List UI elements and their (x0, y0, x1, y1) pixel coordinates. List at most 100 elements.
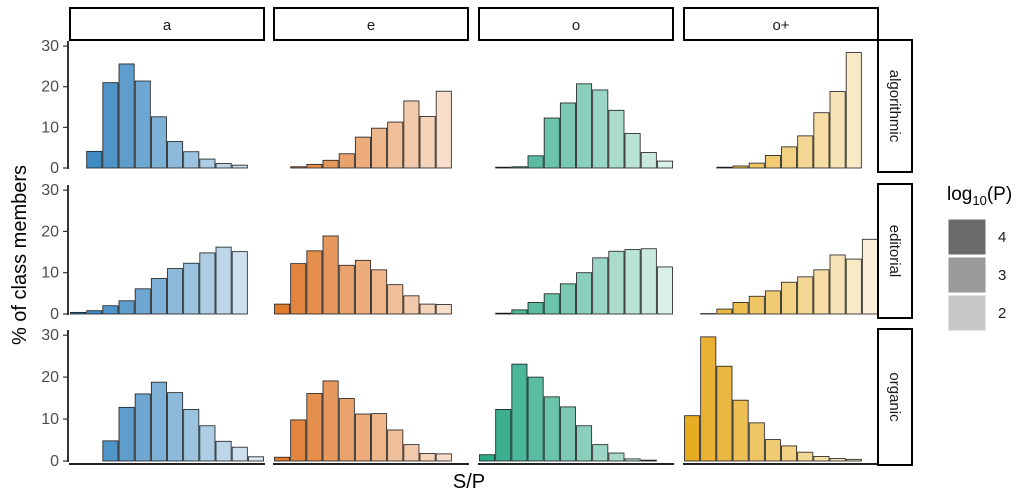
bar-editorial-a-11 (231, 251, 248, 315)
bar-algorithmic-o+-5 (748, 162, 765, 169)
strip-label: e (367, 17, 375, 34)
panel-organic-e (274, 380, 452, 462)
bar-editorial-e-3 (306, 250, 323, 315)
bar-organic-a-4 (118, 406, 135, 462)
bar-algorithmic-o-9 (608, 109, 625, 169)
panel-algorithmic-o+ (716, 52, 862, 169)
bar-editorial-o-10 (624, 249, 641, 315)
strip-box (877, 183, 913, 319)
bar-editorial-o+-8 (797, 276, 814, 315)
bar-organic-e-3 (306, 393, 323, 462)
bar-algorithmic-o-6 (559, 102, 576, 169)
bar-organic-o+-9 (813, 455, 830, 462)
bar-algorithmic-o-2 (495, 166, 512, 169)
bar-algorithmic-a-11 (231, 164, 248, 169)
bar-organic-e-11 (435, 453, 452, 462)
y-axes: 0 10 20 30 0 10 20 30 0 10 20 30 (41, 38, 69, 470)
y-axis-algorithmic: 0 10 20 30 (41, 38, 69, 177)
bar-algorithmic-o-3 (511, 166, 528, 169)
strip-label: a (163, 17, 172, 34)
strip-row-algorithmic: algorithmic (877, 39, 913, 173)
bar-editorial-a-10 (215, 246, 232, 315)
legend-key (947, 294, 987, 332)
bar-algorithmic-a-5 (134, 80, 151, 169)
legend-key (947, 256, 987, 294)
bar-algorithmic-o-11 (640, 152, 657, 169)
strip-label: o+ (772, 17, 789, 34)
bar-organic-o-2 (495, 409, 512, 462)
bar-editorial-e-10 (419, 303, 436, 315)
panel-organic-o+ (684, 336, 862, 462)
bar-algorithmic-a-7 (167, 141, 184, 169)
y-tick-label: 20 (41, 79, 59, 96)
bar-organic-e-2 (290, 419, 307, 462)
bar-algorithmic-a-4 (118, 63, 135, 169)
y-tick-label: 20 (41, 223, 59, 240)
column-strips: a e o o+ (69, 7, 879, 41)
bar-algorithmic-a-8 (183, 151, 200, 169)
panel-organic-a (102, 381, 264, 462)
bar-editorial-e-9 (403, 295, 420, 315)
bar-algorithmic-o+-9 (813, 112, 830, 169)
x-axis-title: S/P (453, 471, 485, 493)
bar-editorial-e-6 (354, 259, 371, 315)
y-tick-label: 20 (41, 369, 59, 386)
y-tick-label: 30 (41, 38, 59, 55)
panel-editorial-e (274, 235, 452, 315)
bar-algorithmic-o-7 (576, 83, 593, 169)
bar-algorithmic-o-10 (624, 133, 641, 169)
bar-organic-o+-4 (732, 399, 749, 462)
legend-label: 4 (998, 229, 1006, 246)
bar-organic-o-6 (559, 406, 576, 462)
legend-label: 2 (998, 305, 1006, 322)
bar-organic-o+-7 (781, 445, 798, 462)
bar-editorial-o+-5 (748, 295, 765, 315)
bar-organic-o+-1 (684, 415, 701, 462)
y-tick-label: 10 (41, 265, 59, 282)
bar-algorithmic-o+-10 (829, 91, 846, 169)
bar-algorithmic-e-4 (322, 159, 339, 169)
bar-editorial-o+-12 (861, 238, 878, 315)
panel-editorial-a (70, 246, 248, 315)
panel-algorithmic-o (495, 83, 673, 169)
strip-row-editorial: editorial (877, 183, 913, 319)
bar-organic-o+-8 (797, 451, 814, 462)
y-tick-label: 30 (41, 182, 59, 199)
bar-organic-o-11 (640, 459, 657, 462)
bar-editorial-o-5 (543, 293, 560, 315)
bar-editorial-a-8 (183, 262, 200, 315)
bar-algorithmic-o-5 (543, 117, 560, 169)
panel-algorithmic-e (290, 90, 452, 169)
bar-organic-a-10 (215, 440, 232, 462)
bar-algorithmic-o+-11 (845, 52, 862, 169)
bar-editorial-o+-3 (716, 308, 733, 315)
bar-organic-a-6 (150, 381, 167, 462)
bar-algorithmic-e-5 (338, 153, 355, 169)
strip-box (478, 7, 674, 41)
bar-organic-e-8 (387, 429, 404, 462)
bar-algorithmic-o+-4 (732, 165, 749, 169)
strip-column-e: e (273, 7, 469, 41)
bar-organic-e-5 (338, 398, 355, 462)
bar-organic-a-3 (102, 440, 119, 462)
bar-editorial-o-11 (640, 248, 657, 315)
bar-algorithmic-a-2 (86, 150, 103, 169)
y-axis-title: % of class members (9, 165, 31, 345)
bar-algorithmic-e-11 (435, 90, 452, 169)
bar-editorial-a-2 (86, 310, 103, 315)
bar-algorithmic-e-2 (290, 166, 307, 169)
strip-label: organic (886, 372, 903, 422)
legend-entry-2: 2 (947, 294, 1006, 332)
bar-organic-o+-3 (716, 365, 733, 462)
bar-editorial-o+-9 (813, 269, 830, 315)
bar-algorithmic-e-3 (306, 163, 323, 169)
bar-editorial-e-7 (371, 269, 388, 315)
bar-organic-a-7 (167, 392, 184, 462)
bar-editorial-o+-4 (732, 302, 749, 315)
bar-algorithmic-e-6 (354, 136, 371, 169)
strip-box (69, 7, 265, 41)
bar-organic-e-9 (403, 444, 420, 462)
bar-organic-o-10 (624, 458, 641, 462)
bar-algorithmic-o-8 (592, 89, 609, 169)
